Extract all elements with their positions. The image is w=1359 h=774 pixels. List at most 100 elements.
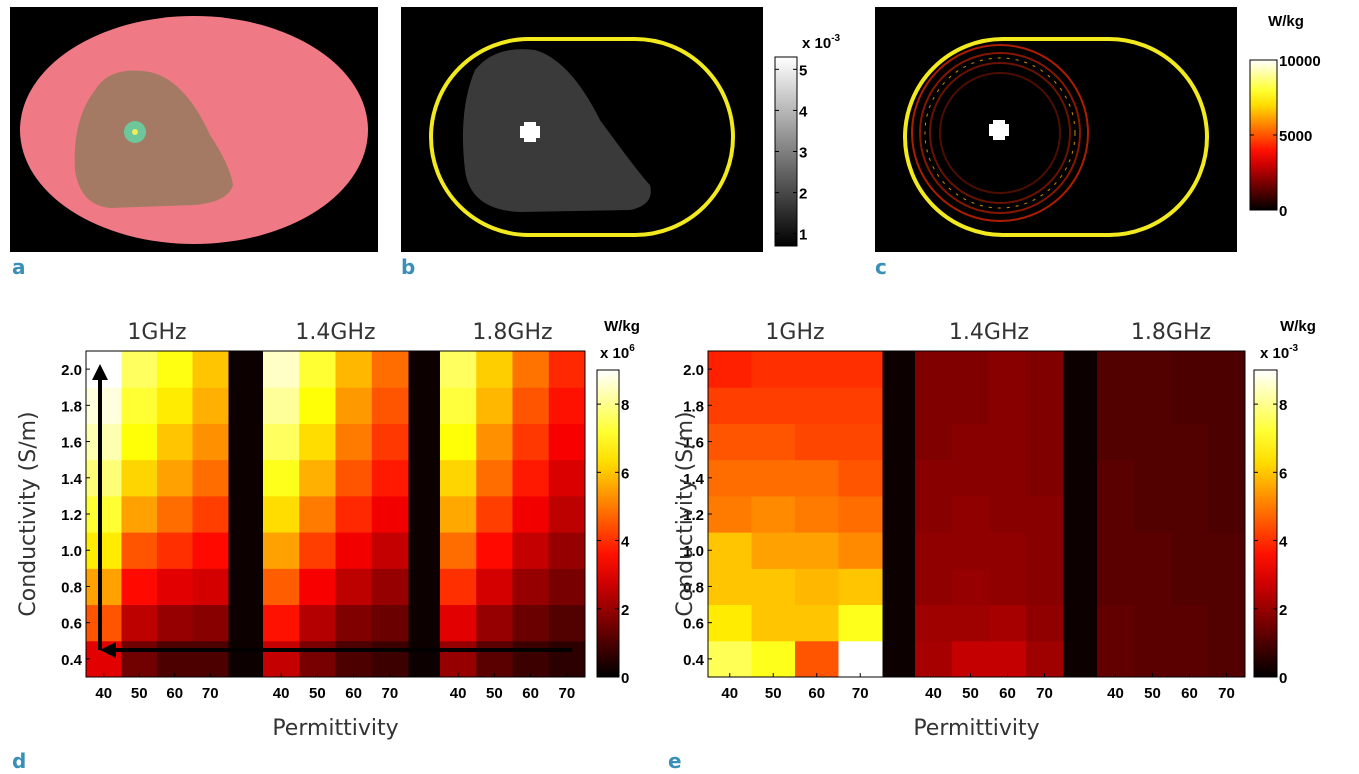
heatmap-cell — [299, 460, 336, 497]
x-tick-label: 40 — [450, 685, 467, 702]
heatmap-cell — [549, 387, 586, 424]
heatmap-cell — [86, 460, 122, 497]
heatmap-cell — [708, 568, 752, 605]
heatmap-cell — [1026, 641, 1064, 678]
heatmap-cell — [440, 605, 477, 642]
heatmap-cell — [1026, 351, 1064, 388]
group-label: 1.4GHz — [949, 320, 1029, 345]
heatmap-cell — [372, 423, 409, 460]
heatmap-cell — [795, 351, 839, 388]
colorbar-tick-label: 0 — [1279, 203, 1287, 220]
heatmap-cell — [1026, 605, 1064, 642]
heatmap-cell — [915, 387, 953, 424]
heatmap-cell — [86, 387, 122, 424]
heatmap-cell — [839, 605, 883, 642]
group-label: 1GHz — [127, 320, 186, 345]
heatmap-cell — [122, 568, 158, 605]
heatmap-cell — [989, 568, 1027, 605]
heatmap-cell — [122, 605, 158, 642]
heatmap-cell — [1208, 351, 1246, 388]
heatmap-cell — [952, 387, 990, 424]
heatmap-cell — [752, 568, 796, 605]
y-tick-label: 0.6 — [683, 616, 704, 633]
x-tick-label: 40 — [273, 685, 290, 702]
x-tick-label: 50 — [309, 685, 326, 702]
heatmap-cell — [1134, 641, 1172, 678]
heatmap-cell — [1097, 605, 1135, 642]
heatmap-cell — [1171, 496, 1209, 533]
colorbar — [1254, 370, 1277, 677]
heatmap-cell — [336, 460, 373, 497]
x-tick-label: 60 — [999, 685, 1016, 702]
heatmap-cell — [752, 605, 796, 642]
heatmap-cell — [1134, 460, 1172, 497]
heatmap-cell — [1097, 351, 1135, 388]
heatmap-cell — [299, 568, 336, 605]
heatmap-cell — [708, 641, 752, 678]
heatmap-cell — [513, 460, 550, 497]
colorbar-tick-label: 8 — [621, 397, 629, 414]
heatmap-cell — [86, 351, 122, 388]
heatmap-cell — [549, 532, 586, 569]
x-tick-label: 40 — [1107, 685, 1124, 702]
group-label: 1.8GHz — [1131, 320, 1211, 345]
x-tick-label: 70 — [382, 685, 399, 702]
colorbar-title: W/kg — [604, 318, 640, 335]
heatmap-cell — [476, 460, 513, 497]
colorbar — [1250, 60, 1277, 210]
colorbar-tick-label: 0 — [621, 670, 629, 687]
y-tick-label: 0.8 — [61, 579, 82, 596]
heatmap-cell — [440, 496, 477, 533]
heatmap-cell — [336, 351, 373, 388]
heatmap-cell — [1026, 568, 1064, 605]
heatmap-cell — [708, 496, 752, 533]
y-tick-label: 0.4 — [683, 652, 705, 669]
colorbar-tick-label: 5000 — [1279, 128, 1312, 145]
x-tick-label: 60 — [1181, 685, 1198, 702]
heatmap-cell — [1171, 387, 1209, 424]
heatmap-cell — [476, 641, 513, 678]
y-axis-label: Conductivity (S/m) — [673, 411, 698, 616]
heatmap-cell — [952, 423, 990, 460]
heatmap-cell — [122, 641, 158, 678]
heatmap-cell — [1208, 423, 1246, 460]
heatmap-cell — [1171, 423, 1209, 460]
x-tick-label: 60 — [166, 685, 183, 702]
heatmap-cell — [1097, 423, 1135, 460]
colorbar-multiplier: x 10-3 — [1260, 343, 1299, 362]
heatmap-cell — [752, 387, 796, 424]
heatmap-cell — [708, 387, 752, 424]
heatmap-cell — [839, 568, 883, 605]
y-tick-label: 2.0 — [683, 362, 704, 379]
heatmap-cell — [336, 496, 373, 533]
colorbar-tick-label: 2 — [799, 186, 807, 203]
heatmap-cell — [952, 568, 990, 605]
heatmap-cell — [336, 641, 373, 678]
heatmap-cell — [915, 423, 953, 460]
heatmap-cell — [1208, 496, 1246, 533]
heatmap-cell — [513, 568, 550, 605]
heatmap-cell — [1134, 387, 1172, 424]
heatmap-cell — [549, 460, 586, 497]
heatmap-cell — [1097, 568, 1135, 605]
heatmap-cell — [440, 460, 477, 497]
multiplier: x 10 — [802, 35, 831, 52]
heatmap-cell — [952, 496, 990, 533]
heatmap-cell — [440, 423, 477, 460]
panel-label: e — [668, 749, 682, 773]
heatmap-cell — [299, 641, 336, 678]
heatmap-cell — [299, 496, 336, 533]
heatmap-cell — [299, 351, 336, 388]
heatmap-cell — [513, 641, 550, 678]
panel-label: d — [12, 749, 26, 773]
y-tick-label: 1.8 — [61, 398, 82, 415]
colorbar-tick-label: 6 — [621, 465, 629, 482]
heatmap-cell — [989, 496, 1027, 533]
heatmap-cell — [1208, 605, 1246, 642]
heatmap-cell — [476, 423, 513, 460]
heatmap-cell — [157, 568, 193, 605]
colorbar-title: W/kg — [1268, 13, 1304, 30]
heatmap-cell — [795, 423, 839, 460]
heatmap-cell — [263, 460, 300, 497]
heatmap-cell — [263, 496, 300, 533]
